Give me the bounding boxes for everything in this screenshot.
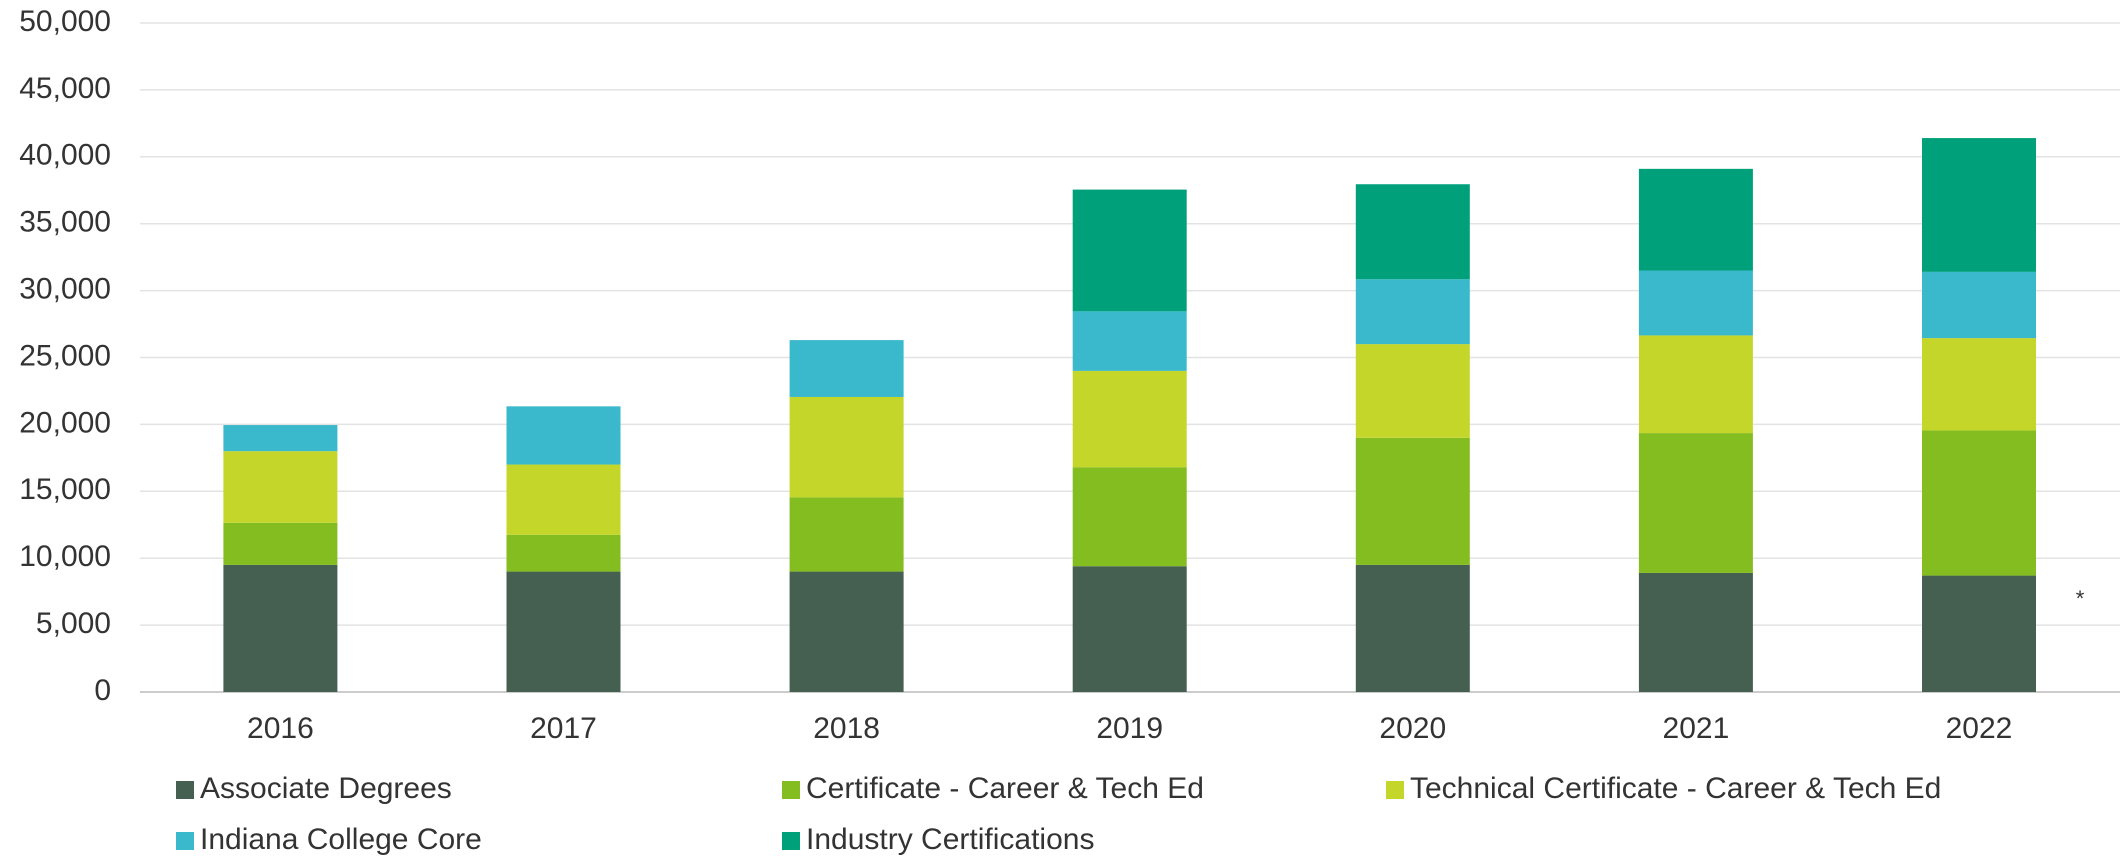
bar-segment [1638, 572, 1753, 692]
bar-segment [223, 425, 338, 452]
legend-label: Technical Certificate - Career & Tech Ed [1410, 772, 1941, 805]
bar-segment [1355, 279, 1470, 345]
bar-segment [1355, 564, 1470, 692]
y-tick-label: 45,000 [19, 72, 111, 105]
bar-segment [1355, 344, 1470, 438]
y-tick-label: 5,000 [36, 607, 111, 640]
x-tick-label: 2021 [1663, 712, 1730, 745]
bar-segment [1922, 271, 2036, 339]
x-tick-label: 2019 [1096, 712, 1163, 745]
bar-segment [789, 571, 904, 692]
x-tick-label: 2016 [247, 712, 314, 745]
legend-label: Associate Degrees [200, 772, 452, 805]
y-tick-label: 20,000 [19, 406, 111, 439]
bar-segment [1638, 168, 1753, 271]
legend-label: Industry Certifications [806, 823, 1094, 856]
bar-segment [1922, 338, 2036, 431]
bar-segment [789, 396, 904, 498]
y-tick-label: 30,000 [19, 273, 111, 306]
y-tick-label: 15,000 [19, 473, 111, 506]
legend-swatch [782, 781, 800, 799]
x-tick-label: 2017 [530, 712, 597, 745]
y-tick-label: 50,000 [19, 5, 111, 38]
legend-swatch [176, 832, 194, 850]
bar-segment [223, 564, 338, 692]
bar-segment [1922, 575, 2036, 692]
bar-segment [506, 534, 621, 572]
bar-segment [789, 340, 904, 397]
x-tick-label: 2018 [813, 712, 880, 745]
annotation: * [2076, 586, 2085, 611]
bar-segment [1072, 467, 1187, 567]
bar-segment [506, 406, 621, 465]
bar-segment [1638, 335, 1753, 434]
bar-segment [223, 522, 338, 565]
bar-segment [789, 497, 904, 572]
legend-label: Indiana College Core [200, 823, 482, 856]
bar-segment [1355, 437, 1470, 565]
bar-segment [1922, 430, 2036, 576]
y-tick-label: 0 [94, 674, 111, 707]
bar-segment [223, 451, 338, 523]
y-tick-label: 25,000 [19, 339, 111, 372]
bar-segment [1638, 433, 1753, 573]
bar-segment [1072, 566, 1187, 692]
bar-segment [506, 464, 621, 535]
legend-swatch [782, 832, 800, 850]
bar-segment [1072, 311, 1187, 371]
legend-label: Certificate - Career & Tech Ed [806, 772, 1204, 805]
bar-segment [1922, 138, 2036, 272]
legend-swatch [176, 781, 194, 799]
x-tick-label: 2020 [1379, 712, 1446, 745]
bar-segment [1072, 370, 1187, 468]
bar-segment [1638, 270, 1753, 336]
bar-segment [1355, 184, 1470, 280]
bar-segment [506, 571, 621, 692]
y-tick-label: 35,000 [19, 206, 111, 239]
bar-segment [1072, 189, 1187, 312]
y-tick-label: 10,000 [19, 540, 111, 573]
x-tick-label: 2022 [1946, 712, 2013, 745]
legend-swatch [1386, 781, 1404, 799]
y-tick-label: 40,000 [19, 139, 111, 172]
